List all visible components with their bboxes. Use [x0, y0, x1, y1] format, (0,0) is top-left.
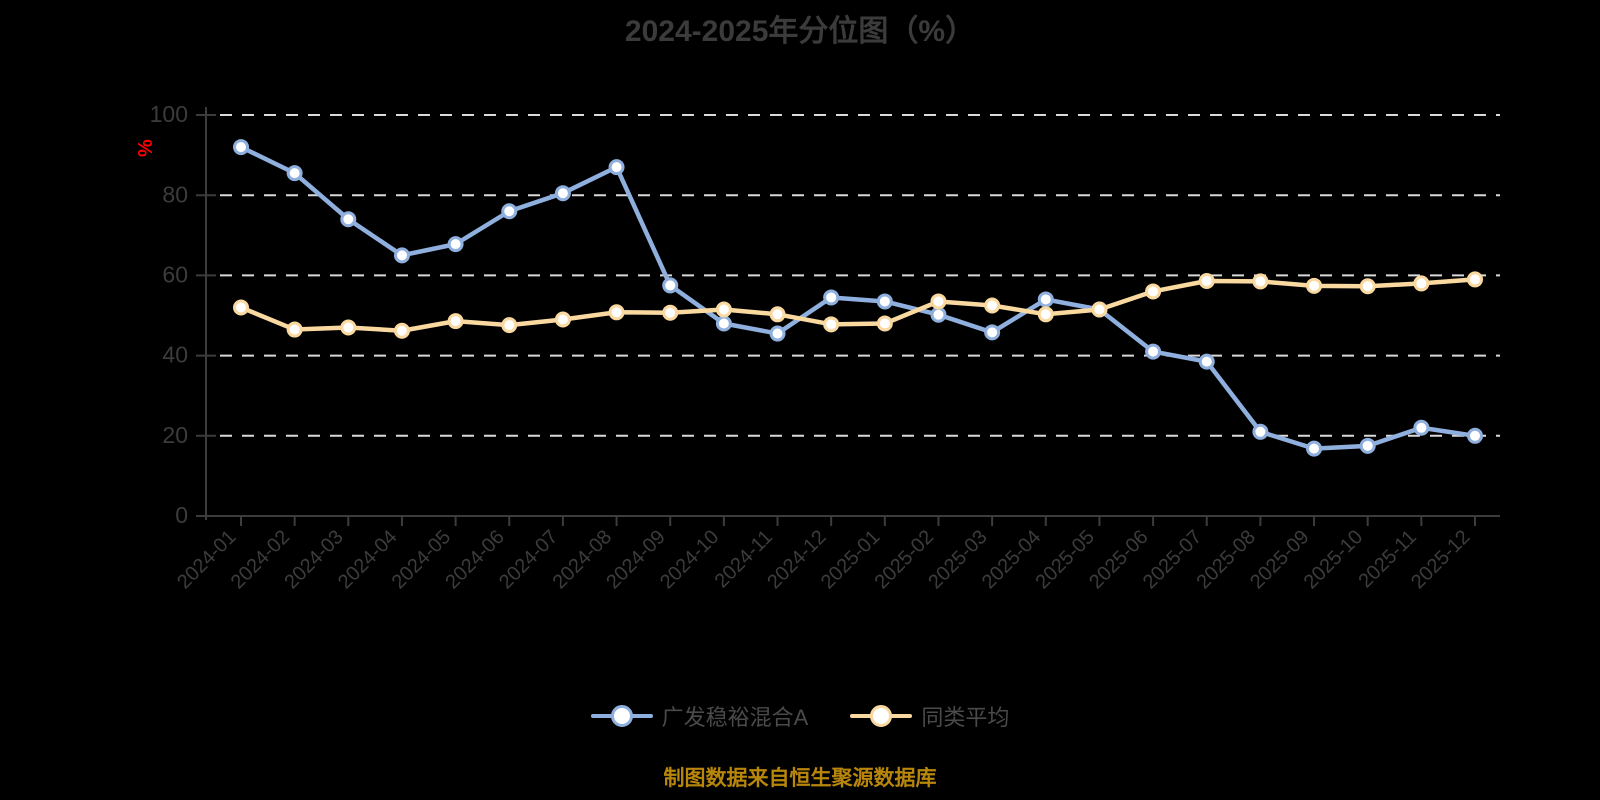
data-point-average-2025-06: [1145, 283, 1162, 300]
unit-label-group: %: [135, 139, 157, 157]
legend-marker-fund: [590, 703, 653, 729]
legend-label-fund: 广发稳裕混合A: [661, 705, 809, 730]
y-tick-label-0: 0: [175, 502, 188, 528]
x-tick-label-2024-05: 2024-05: [388, 526, 455, 593]
legend-marker-average: [850, 703, 913, 729]
x-tick-label-2024-10: 2024-10: [656, 526, 723, 593]
data-point-fund-2025-06: [1145, 343, 1162, 360]
data-point-fund-2024-10: [715, 315, 732, 332]
x-tick-label-2025-09: 2025-09: [1246, 526, 1313, 593]
data-point-average-2025-12: [1467, 271, 1483, 288]
data-point-fund-2024-04: [393, 247, 410, 264]
y-tick-label-20: 20: [162, 422, 188, 448]
data-point-fund-2024-02: [286, 165, 303, 182]
x-axis-ticks: 2024-012024-022024-032024-042024-052024-…: [173, 516, 1476, 593]
data-point-average-2024-05: [447, 313, 464, 330]
data-point-fund-2025-01: [876, 293, 893, 310]
data-point-average-2025-02: [930, 293, 947, 310]
data-point-fund-2024-01: [233, 139, 249, 156]
data-point-fund-2024-05: [447, 236, 464, 253]
series-line-fund: [238, 144, 1478, 451]
data-point-average-2024-07: [554, 311, 571, 328]
x-tick-label-2024-12: 2024-12: [763, 526, 830, 593]
data-point-average-2025-08: [1252, 273, 1269, 290]
y-tick-label-100: 100: [150, 101, 188, 127]
data-point-fund-2024-07: [554, 185, 571, 202]
data-point-average-2024-09: [662, 304, 679, 321]
x-tick-label-2025-02: 2025-02: [871, 526, 938, 593]
series-line-average: [238, 277, 1478, 333]
data-point-fund-2024-11: [769, 325, 786, 342]
data-point-average-2024-03: [340, 319, 357, 336]
data-point-fund-2025-10: [1359, 437, 1376, 454]
legend-label-average: 同类平均: [921, 705, 1010, 730]
y-tick-label-40: 40: [162, 342, 188, 368]
data-point-fund-2025-03: [984, 324, 1001, 341]
y-axis-unit-label: %: [135, 139, 157, 157]
x-tick-label-2024-04: 2024-04: [334, 526, 401, 593]
data-point-average-2025-11: [1413, 275, 1430, 292]
data-point-fund-2025-12: [1467, 427, 1483, 444]
data-point-average-2025-09: [1306, 277, 1323, 294]
data-point-average-2024-04: [393, 322, 410, 339]
page-title: 2024-2025年分位图（%）: [624, 15, 976, 48]
x-tick-label-2025-06: 2025-06: [1085, 526, 1152, 593]
data-point-average-2024-06: [501, 317, 518, 334]
data-point-fund-2025-08: [1252, 423, 1269, 440]
data-point-average-2024-10: [715, 301, 732, 318]
series-lines: [238, 144, 1478, 451]
data-point-fund-2024-09: [662, 277, 679, 294]
x-tick-label-2025-01: 2025-01: [817, 526, 884, 593]
data-point-fund-2025-02: [930, 306, 947, 323]
data-point-average-2024-08: [608, 304, 625, 321]
data-point-average-2025-03: [984, 297, 1001, 314]
legend-item-fund[interactable]: 广发稳裕混合A: [590, 700, 809, 732]
x-tick-label-2024-07: 2024-07: [495, 526, 562, 593]
x-tick-label-2024-02: 2024-02: [227, 526, 294, 593]
x-tick-label-2025-04: 2025-04: [978, 526, 1045, 593]
y-tick-label-80: 80: [162, 181, 188, 207]
data-point-average-2024-11: [769, 306, 786, 323]
data-point-average-2025-04: [1037, 306, 1054, 323]
data-point-average-2024-01: [233, 299, 249, 316]
data-point-fund-2024-03: [340, 211, 357, 228]
data-point-fund-2025-11: [1413, 419, 1430, 436]
chart-legend: 广发稳裕混合A 同类平均: [0, 700, 1600, 732]
x-tick-label-2025-07: 2025-07: [1139, 526, 1206, 593]
data-point-fund-2025-04: [1037, 291, 1054, 308]
x-tick-label-2024-03: 2024-03: [280, 526, 347, 593]
x-tick-label-2025-12: 2025-12: [1407, 526, 1474, 593]
data-point-fund-2024-12: [823, 289, 840, 306]
legend-item-average[interactable]: 同类平均: [850, 700, 1009, 732]
x-tick-label-2024-08: 2024-08: [549, 526, 616, 593]
x-tick-label-2025-08: 2025-08: [1192, 526, 1259, 593]
axis-lines: [205, 107, 1500, 520]
data-point-fund-2024-08: [608, 159, 625, 176]
data-point-fund-2025-07: [1198, 353, 1215, 370]
footer-note: 制图数据来自恒生聚源数据库: [663, 767, 937, 790]
data-point-average-2024-02: [286, 321, 303, 338]
grid-lines: [220, 114, 1500, 437]
x-tick-label-2025-05: 2025-05: [1032, 526, 1099, 593]
x-tick-label-2025-03: 2025-03: [924, 526, 991, 593]
data-point-average-2025-01: [876, 315, 893, 332]
y-tick-label-60: 60: [162, 261, 188, 287]
data-point-average-2024-12: [823, 316, 840, 333]
data-point-average-2025-10: [1359, 278, 1376, 295]
data-point-fund-2024-06: [501, 203, 518, 220]
x-tick-label-2024-06: 2024-06: [441, 526, 508, 593]
data-point-average-2025-05: [1091, 301, 1108, 318]
x-tick-label-2024-09: 2024-09: [602, 526, 669, 593]
x-tick-label-2025-10: 2025-10: [1300, 526, 1367, 593]
data-point-average-2025-07: [1198, 273, 1215, 290]
y-axis-ticks: 0 20 40 60 80 100: [150, 101, 216, 528]
data-point-markers: [233, 139, 1483, 457]
x-tick-label-2024-01: 2024-01: [173, 526, 240, 593]
data-point-fund-2025-09: [1306, 440, 1323, 457]
